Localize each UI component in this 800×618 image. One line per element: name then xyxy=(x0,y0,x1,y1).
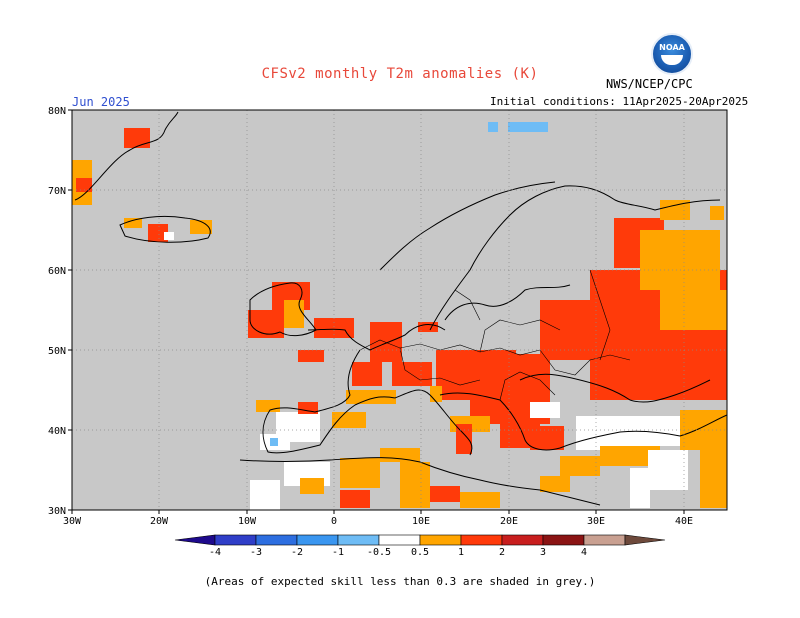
lon-label: 0 xyxy=(331,516,337,527)
legend-arrow-high xyxy=(624,534,666,546)
lon-label: 20E xyxy=(500,516,518,527)
legend-tick-label: -4 xyxy=(209,547,221,558)
initial-conditions: Initial conditions: 11Apr2025-20Apr2025 xyxy=(490,95,749,108)
lat-label: 60N xyxy=(48,266,66,277)
legend-swatch xyxy=(583,534,626,546)
legend-swatch xyxy=(460,534,503,546)
legend-swatch xyxy=(419,534,462,546)
noaa-bird-icon xyxy=(661,55,683,65)
legend-swatch xyxy=(296,534,339,546)
legend-swatch xyxy=(501,534,544,546)
noaa-logo-text: NOAA xyxy=(659,43,685,52)
lat-label: 80N xyxy=(48,106,66,117)
graticule xyxy=(72,110,727,510)
legend-tick-label: 0.5 xyxy=(411,547,429,558)
legend-tick-label: -0.5 xyxy=(367,547,391,558)
lat-label: 40N xyxy=(48,426,66,437)
color-legend: -4 -3 -2 -1 -0.5 0.5 1 2 3 4 xyxy=(174,534,666,558)
legend-tick-label: -2 xyxy=(291,547,303,558)
lat-label: 50N xyxy=(48,346,66,357)
legend-swatch xyxy=(214,534,257,546)
lon-label: 10E xyxy=(412,516,430,527)
skill-footnote: (Areas of expected skill less than 0.3 a… xyxy=(204,575,596,588)
lat-label: 70N xyxy=(48,186,66,197)
axis-ticks xyxy=(68,109,685,514)
valid-month: Jun 2025 xyxy=(72,95,130,109)
lon-label: 30W xyxy=(63,516,82,527)
lat-label: 30N xyxy=(48,506,66,517)
agency-label: NWS/NCEP/CPC xyxy=(606,77,693,91)
lon-label: 10W xyxy=(238,516,257,527)
legend-arrow-low xyxy=(174,534,216,546)
legend-tick-label: 3 xyxy=(540,547,546,558)
legend-swatch xyxy=(542,534,585,546)
legend-tick-label: 1 xyxy=(458,547,464,558)
map-frame xyxy=(71,109,728,511)
coastlines xyxy=(74,111,728,506)
legend-tick-label: -3 xyxy=(250,547,262,558)
anomaly-shading xyxy=(72,122,727,510)
lon-label: 40E xyxy=(675,516,693,527)
legend-tick-label: 2 xyxy=(499,547,505,558)
lon-label: 30E xyxy=(587,516,605,527)
legend-swatch xyxy=(255,534,298,546)
map-title: CFSv2 monthly T2m anomalies (K) xyxy=(261,66,539,82)
lon-label: 20W xyxy=(150,516,169,527)
legend-swatch xyxy=(337,534,380,546)
legend-swatch xyxy=(378,534,421,546)
country-borders xyxy=(359,269,631,401)
legend-tick-label: -1 xyxy=(332,547,344,558)
legend-tick-label: 4 xyxy=(581,547,587,558)
noaa-logo: NOAA xyxy=(651,33,693,75)
